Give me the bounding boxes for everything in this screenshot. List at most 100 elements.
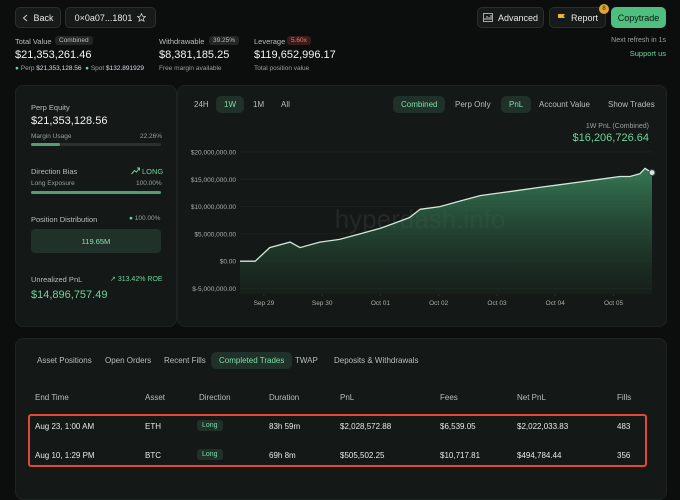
range-button[interactable]: 1W	[216, 96, 244, 113]
report-label: Report	[570, 12, 598, 23]
leverage-badge: 5.60x	[287, 36, 311, 45]
pnl-line	[240, 167, 653, 262]
stats-card	[15, 85, 177, 327]
cell: 483	[617, 422, 631, 431]
advanced-button[interactable]: Advanced	[477, 7, 544, 28]
column-header: Net PnL	[517, 393, 546, 402]
cell: Aug 23, 1:00 AM	[35, 422, 95, 431]
tab[interactable]: Recent Fills	[164, 356, 206, 365]
advanced-label: Advanced	[497, 12, 539, 23]
position-distribution: 100.00%	[134, 215, 161, 222]
cell: $2,022,033.83	[517, 422, 569, 431]
spot-label: Spot	[90, 65, 105, 72]
cell: $494,784.44	[517, 451, 562, 460]
highlight-box	[28, 414, 647, 467]
tab[interactable]: Open Orders	[105, 356, 152, 365]
cell: 69h 8m	[269, 451, 296, 460]
column-header: PnL	[340, 393, 355, 402]
x-tick-label: Oct 03	[487, 300, 507, 307]
page: Back 0×0a07...1801 Advanced Report 8 Cop…	[15, 4, 667, 500]
chart-icon	[483, 13, 493, 22]
tab[interactable]: TWAP	[295, 356, 318, 365]
position-size: 119.65M	[31, 229, 161, 253]
cell: ETH	[145, 422, 161, 431]
position-distribution-label: Position Distribution	[31, 215, 98, 224]
x-tick-label: Oct 02	[429, 300, 449, 307]
cell: $6,539.05	[440, 422, 476, 431]
cell: $10,717.81	[440, 451, 481, 460]
total-value: $21,353,261.46	[15, 49, 92, 61]
leverage-label: Leverage	[254, 37, 286, 46]
cell: BTC	[145, 451, 161, 460]
perp-value: $21,353,128.56	[36, 65, 82, 72]
chart-toggle[interactable]: PnL	[501, 96, 532, 113]
leverage: $119,652,996.17	[254, 49, 336, 61]
y-tick-label: $0.00	[220, 259, 237, 266]
y-tick-label: $10,000,000.00	[191, 204, 237, 211]
tab[interactable]: Asset Positions	[37, 356, 92, 365]
column-header: End Time	[35, 393, 69, 402]
withdrawable-note: Free margin available	[159, 65, 222, 72]
withdrawable-label: Withdrawable	[159, 37, 205, 46]
direction-pill: Long	[197, 449, 223, 460]
unrealized-pnl: $14,896,757.49	[31, 289, 108, 301]
x-tick-label: Oct 05	[604, 300, 624, 307]
margin-usage: 22.26%	[140, 133, 163, 140]
x-tick-label: Sep 29	[254, 300, 275, 307]
column-header: Duration	[269, 393, 300, 402]
pnl-chart: hyperdash.info $-5,000,000.00$0.00$5,000…	[191, 149, 656, 307]
copytrade-button[interactable]: Copytrade	[611, 7, 666, 28]
chevron-icon	[23, 14, 28, 21]
range-button[interactable]: 24H	[194, 100, 209, 109]
direction-bias: LONG	[142, 167, 164, 176]
margin-bar	[31, 143, 161, 146]
x-tick-label: Oct 01	[371, 300, 391, 307]
address-box[interactable]: 0×0a07...1801	[65, 7, 156, 28]
chart-current: $16,206,726.64	[572, 132, 649, 144]
cell: $2,028,572.88	[340, 422, 392, 431]
support-link[interactable]: Support us	[629, 49, 666, 58]
star-icon[interactable]	[137, 13, 147, 22]
column-header: Direction	[199, 393, 231, 402]
tab[interactable]: Deposits & Withdrawals	[334, 356, 419, 365]
exposure-bar	[31, 191, 161, 194]
end-point	[648, 169, 656, 177]
y-tick-label: $5,000,000.00	[194, 231, 236, 238]
long-exposure-label: Long Exposure	[31, 180, 75, 187]
perp-label: Perp	[20, 65, 35, 72]
range-button[interactable]: All	[281, 100, 290, 109]
chart-toggle[interactable]: Account Value	[539, 100, 590, 109]
back-label: Back	[33, 12, 54, 23]
tab[interactable]: Completed Trades	[211, 352, 293, 369]
direction-pill: Long	[197, 420, 223, 431]
total-value-label: Total Value	[15, 37, 52, 46]
margin-usage-label: Margin Usage	[31, 133, 72, 140]
chart-toggle[interactable]: Perp Only	[455, 100, 491, 109]
x-tick-label: Oct 04	[546, 300, 566, 307]
pnl-area	[240, 168, 652, 294]
perp-equity: $21,353,128.56	[31, 115, 108, 127]
chart-toggle[interactable]: Show Trades	[608, 100, 655, 109]
column-header: Fills	[617, 393, 632, 402]
chart-toggle[interactable]: Combined	[393, 96, 446, 113]
roe: 313.42% ROE	[117, 276, 163, 283]
perp-equity-label: Perp Equity	[31, 103, 70, 112]
report-badge: 8	[599, 4, 609, 14]
spot-value: $132.891929	[106, 65, 144, 72]
range-button[interactable]: 1M	[253, 100, 265, 109]
total-value-badge: Combined	[55, 36, 93, 45]
column-header: Asset	[145, 393, 166, 402]
long-exposure: 100.00%	[136, 180, 162, 187]
chart-title: 1W PnL (Combined)	[585, 123, 649, 130]
flag-icon	[557, 14, 565, 22]
trend-icon	[131, 167, 140, 175]
leverage-note: Total position value	[254, 65, 310, 72]
unrealized-pnl-label: Unrealized PnL	[31, 275, 83, 284]
back-button[interactable]: Back	[15, 7, 61, 28]
refresh-note: Next refresh in 1s	[611, 37, 666, 44]
cell: $505,502.25	[340, 451, 385, 460]
report-button[interactable]: Report	[549, 7, 606, 28]
withdrawable: $8,381,185.25	[159, 49, 230, 61]
cell: 83h 59m	[269, 422, 301, 431]
direction-bias-label: Direction Bias	[31, 167, 78, 176]
